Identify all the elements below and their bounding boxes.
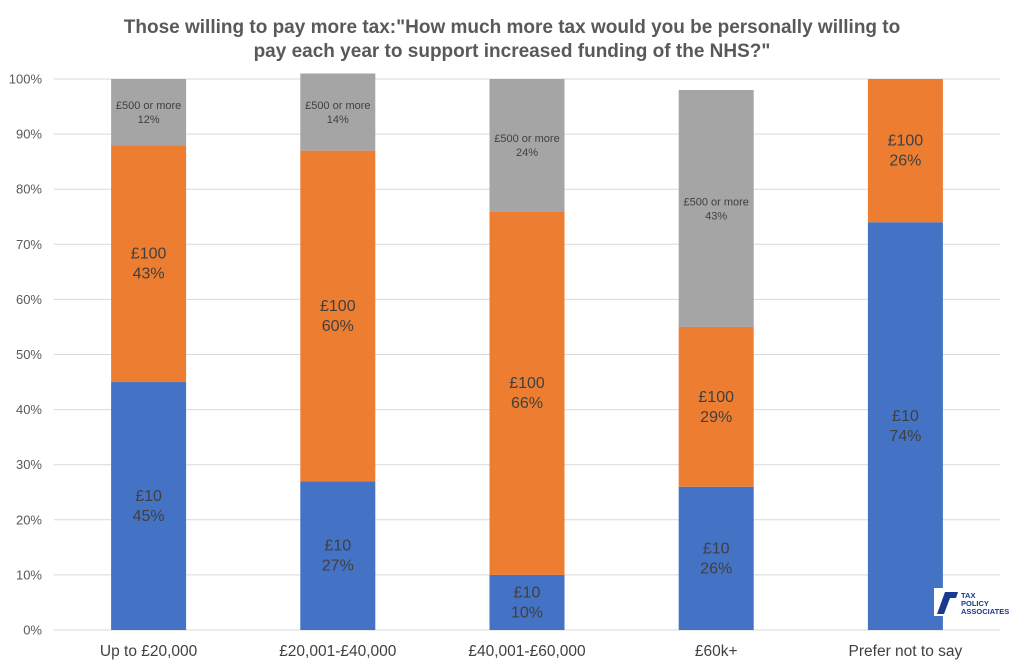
data-label-percent: 14% <box>327 114 349 126</box>
y-axis-ticks: 0% 10% 20% 30% 40% 50% 60% 70% 80% 90% 100% <box>9 72 43 638</box>
bar-segment-s10 <box>489 574 565 630</box>
x-category-label: £20,001-£40,000 <box>279 643 397 660</box>
logo-line-1: TAX <box>961 591 975 600</box>
logo-line-3: ASSOCIATES <box>961 607 1009 616</box>
data-label-percent: 24% <box>516 147 538 159</box>
data-label-amount: £500 or more <box>494 133 559 145</box>
data-label-amount: £500 or more <box>116 100 181 112</box>
bar-segment-s500 <box>489 79 565 212</box>
y-tick-label: 10% <box>16 567 42 582</box>
y-tick-label: 60% <box>16 292 42 307</box>
bar-segment-s100 <box>300 150 376 482</box>
bar-segment-s500 <box>111 79 187 146</box>
data-label-percent: 27% <box>322 558 354 575</box>
data-label-amount: £500 or more <box>683 196 748 208</box>
chart-title: Those willing to pay more tax:"How much … <box>124 17 901 62</box>
bar-segment-s100 <box>678 326 754 487</box>
data-label-percent: 12% <box>138 114 160 126</box>
x-category-label: Up to £20,000 <box>100 643 198 660</box>
data-label-amount: £100 <box>509 375 545 392</box>
data-label-percent: 60% <box>322 318 354 335</box>
data-label-amount: £10 <box>514 584 541 601</box>
data-label-percent: 74% <box>889 428 921 445</box>
data-label-amount: £500 or more <box>305 100 370 112</box>
y-tick-label: 70% <box>16 237 42 252</box>
bar-segment-s10 <box>867 222 943 630</box>
data-label-amount: £10 <box>135 488 162 505</box>
y-tick-label: 50% <box>16 347 42 362</box>
bars <box>111 73 943 630</box>
chart-title-line-1: Those willing to pay more tax:"How much … <box>124 17 901 38</box>
bar-segment-s100 <box>489 211 565 575</box>
chart-title-line-2: pay each year to support increased fundi… <box>254 41 771 62</box>
data-label-amount: £10 <box>703 540 730 557</box>
data-label-amount: £100 <box>320 298 356 315</box>
bar-segment-s500 <box>678 90 754 327</box>
y-tick-label: 20% <box>16 512 42 527</box>
y-tick-label: 90% <box>16 127 42 142</box>
logo-line-2: POLICY <box>961 599 989 608</box>
data-label-percent: 29% <box>700 409 732 426</box>
bar-segment-s500 <box>300 73 376 151</box>
x-category-label: Prefer not to say <box>849 643 963 660</box>
data-label-amount: £100 <box>131 246 167 263</box>
data-label-amount: £10 <box>892 408 919 425</box>
x-category-label: £60k+ <box>695 643 738 660</box>
data-label-amount: £100 <box>888 133 924 150</box>
x-axis-categories: Up to £20,000 £20,001-£40,000 £40,001-£60,… <box>100 643 963 660</box>
data-label-amount: £100 <box>698 389 734 406</box>
data-label-percent: 26% <box>700 560 732 577</box>
y-tick-label: 80% <box>16 182 42 197</box>
x-category-label: £40,001-£60,000 <box>468 643 586 660</box>
data-label-percent: 66% <box>511 395 543 412</box>
data-label-percent: 43% <box>133 266 165 283</box>
y-tick-label: 100% <box>9 72 43 87</box>
y-tick-label: 0% <box>23 623 42 638</box>
bar-segment-s10 <box>678 486 754 630</box>
data-label-percent: 26% <box>889 153 921 170</box>
y-tick-label: 40% <box>16 402 42 417</box>
data-labels: £10 45% £100 43% £500 or more 12% £10 27% £100 60… <box>116 100 923 621</box>
data-label-percent: 43% <box>705 210 727 222</box>
bar-segment-s100 <box>111 145 187 383</box>
bar-segment-s10 <box>111 382 187 630</box>
y-tick-label: 30% <box>16 457 42 472</box>
data-label-amount: £10 <box>324 538 351 555</box>
data-label-percent: 45% <box>133 508 165 525</box>
logo: TAX POLICY ASSOCIATES <box>934 588 1014 616</box>
bar-segment-s100 <box>867 79 943 223</box>
tax-policy-associates-logo-icon <box>937 592 958 614</box>
data-label-percent: 10% <box>511 604 543 621</box>
bar-segment-s10 <box>300 481 376 630</box>
